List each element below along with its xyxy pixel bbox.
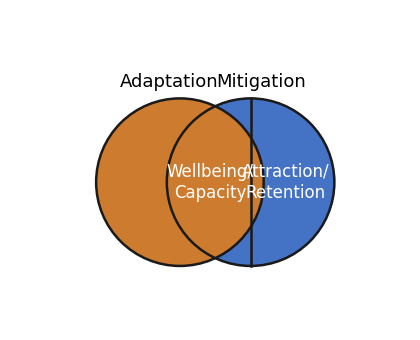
Text: Attraction/
Retention: Attraction/ Retention [242,163,330,202]
Circle shape [167,98,334,266]
Text: Adaptation: Adaptation [120,72,219,90]
Circle shape [96,98,264,266]
Text: Mitigation: Mitigation [216,72,306,90]
Text: Wellbeing/
Capacity: Wellbeing/ Capacity [166,163,254,202]
